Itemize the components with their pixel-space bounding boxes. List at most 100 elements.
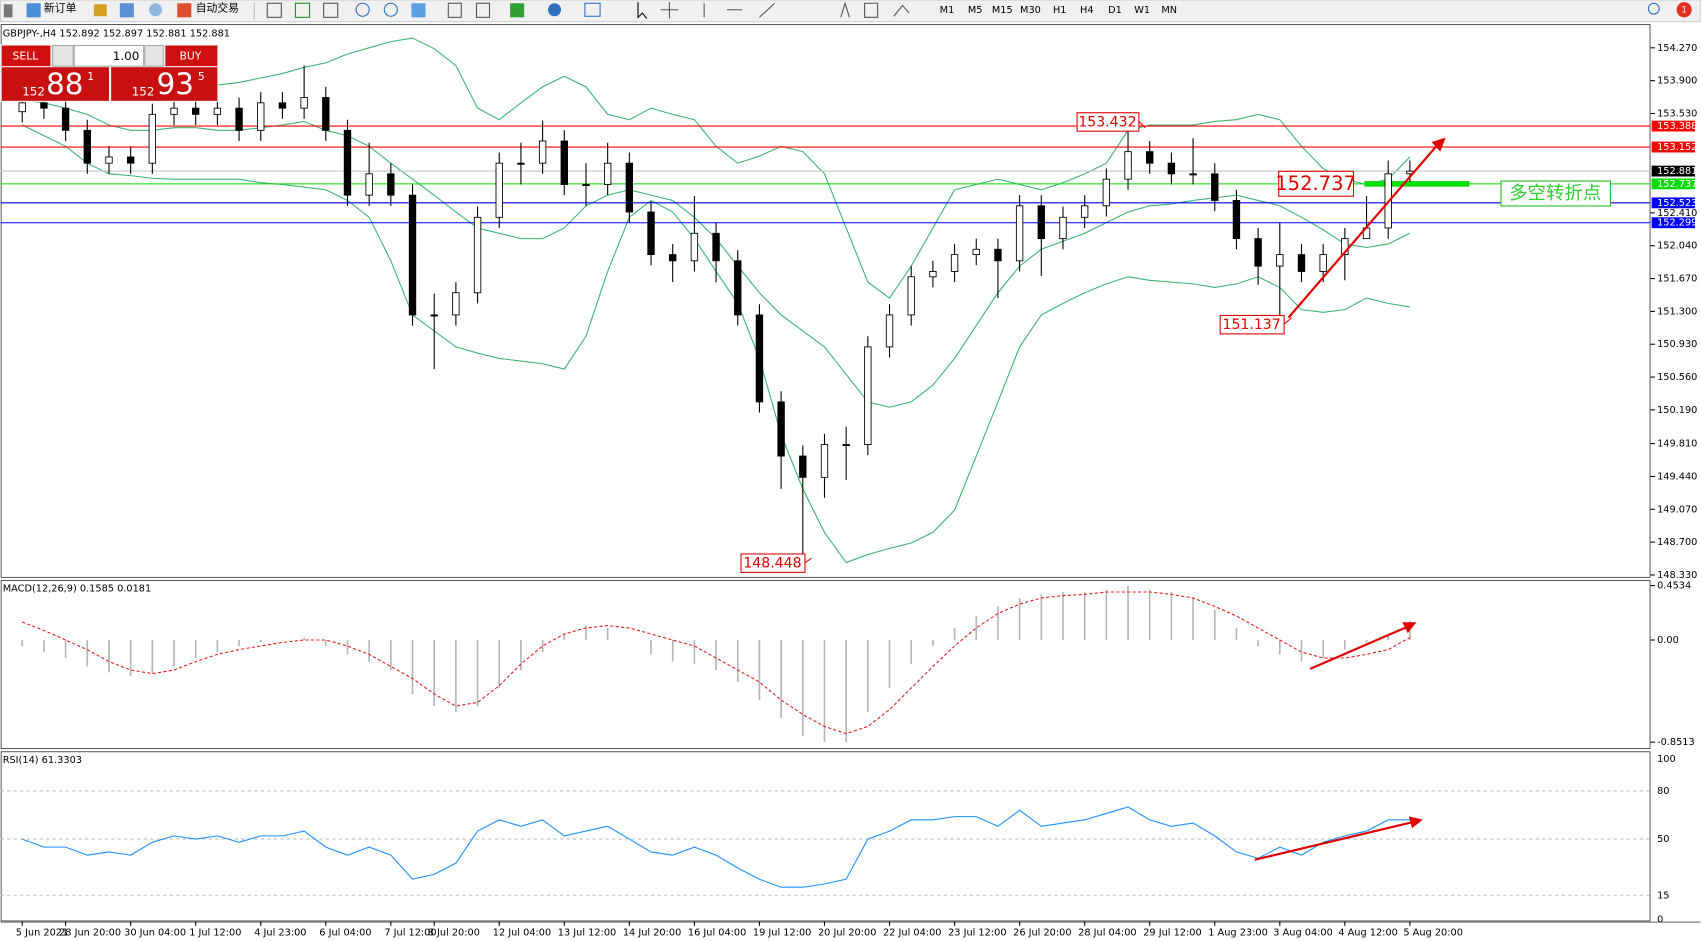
timeframe-button[interactable]: M5 [968, 5, 983, 16]
timeframe-button[interactable]: H4 [1080, 5, 1094, 16]
zoom-out[interactable] [383, 2, 398, 17]
y-tick-label: 149.070 [1657, 504, 1697, 515]
candle-body [235, 107, 243, 131]
indicators-icon[interactable] [510, 3, 525, 18]
lot-down[interactable] [52, 44, 74, 67]
candle-body [213, 107, 222, 115]
candle-body [669, 254, 677, 262]
timeframe-button[interactable]: M1 [940, 5, 955, 16]
timeframe-button[interactable]: M30 [1020, 5, 1041, 16]
candle-body [647, 211, 655, 256]
level-label: 152.737 [1657, 179, 1697, 190]
y-tick-label: 100 [1657, 754, 1676, 765]
arrow-head [1402, 622, 1417, 634]
new-order-button[interactable]: 新订单 [44, 1, 77, 15]
auto-trading-button[interactable]: 自动交易 [196, 1, 239, 15]
sell-button[interactable] [1, 45, 51, 67]
candle-body [452, 292, 460, 316]
candle-body [61, 107, 70, 131]
y-tick-label: 148.330 [1657, 570, 1697, 581]
sell-price-box[interactable] [1, 67, 109, 101]
alerts-icon[interactable] [1676, 2, 1692, 18]
cursor-tool[interactable] [637, 2, 648, 19]
x-tick-label: 22 Jul 04:00 [883, 927, 941, 938]
y-tick-label: 149.440 [1657, 471, 1697, 482]
lot-up[interactable] [144, 44, 164, 67]
x-tick-label: 3 Aug 04:00 [1273, 927, 1333, 938]
candle-body [820, 444, 829, 478]
y-tick-label: 50 [1657, 834, 1669, 845]
x-tick-label: 13 Jul 12:00 [558, 927, 616, 938]
timeframe-button[interactable]: MN [1161, 5, 1177, 16]
bollinger-band [22, 37, 1411, 299]
tile-icon[interactable] [411, 3, 426, 18]
arrow-tool[interactable] [893, 4, 910, 17]
candle-body [1341, 238, 1349, 256]
period-icon[interactable] [548, 3, 562, 17]
candle-body [603, 162, 612, 185]
level-label: 152.299 [1657, 218, 1697, 229]
shift-icon[interactable] [475, 2, 491, 18]
buy-button[interactable] [165, 45, 218, 67]
bar-chart-icon[interactable] [266, 2, 282, 18]
x-tick-label: 16 Jul 04:00 [688, 927, 746, 938]
zoom-in[interactable] [355, 2, 370, 17]
line-tools[interactable] [703, 2, 775, 18]
new-order-icon[interactable] [26, 3, 41, 18]
candle-body [1037, 205, 1045, 240]
symbol-info: GBPJPY-,H4 152.892 152.897 152.881 152.8… [3, 29, 230, 40]
y-tick-label: 153.900 [1657, 76, 1697, 87]
line-icon[interactable] [323, 2, 339, 18]
x-tick-label: 1 Aug 23:00 [1208, 927, 1268, 938]
y-tick-label: 151.670 [1657, 274, 1697, 285]
level-label-bg [1651, 165, 1696, 177]
candle-body [192, 107, 200, 115]
sell-price-fraction: 1 [87, 70, 94, 83]
template-icon[interactable] [584, 2, 601, 17]
candle-body [495, 162, 503, 218]
icon[interactable] [93, 4, 107, 17]
candle-body [387, 173, 395, 196]
candle-body [1297, 254, 1306, 272]
label-box [1219, 314, 1285, 335]
timeframe-button[interactable]: W1 [1134, 5, 1150, 16]
scroll-icon[interactable] [447, 2, 462, 18]
candle-body [408, 194, 417, 316]
timeframe-bar: M1 M5 M15 M30 H1 H4 D1 W1 MN [940, 5, 1177, 16]
candle-icon[interactable] [294, 2, 311, 18]
label-box [740, 553, 806, 573]
auto-trading-icon[interactable] [177, 3, 192, 18]
y-tick-label: 15 [1657, 890, 1669, 901]
y-tick-label: 149.810 [1657, 439, 1697, 450]
candle-body [864, 346, 872, 445]
low-label: 151.137 [1223, 317, 1281, 333]
timeframe-button[interactable]: H1 [1053, 5, 1067, 16]
sell-label: SELL [12, 49, 38, 62]
lot-field[interactable] [73, 44, 145, 67]
timeframe-button[interactable]: M15 [992, 5, 1013, 16]
candle-body [950, 254, 959, 272]
candle-body [734, 260, 742, 316]
text-tools[interactable] [840, 1, 879, 18]
search-icon[interactable] [1647, 2, 1660, 15]
y-tick-label: 152.040 [1657, 241, 1697, 252]
main-panel-frame [0, 24, 1651, 578]
y-tick-label: 152.410 [1657, 208, 1697, 219]
alert-count: 1 [1681, 5, 1687, 15]
level-label: 152.881 [1657, 166, 1697, 177]
macd-label: MACD(12,26,9) 0.1585 0.0181 [3, 584, 151, 595]
x-tick-label: 30 Jun 04:00 [124, 927, 186, 938]
icon[interactable] [119, 3, 134, 18]
x-tick-label: 23 Jul 12:00 [948, 927, 1006, 938]
y-tick-label: 153.530 [1657, 108, 1697, 119]
x-tick-label: 8 Jul 20:00 [428, 927, 480, 938]
icon[interactable] [149, 3, 163, 17]
candle-body [582, 184, 590, 186]
buy-price-box[interactable] [111, 67, 218, 101]
buy-label: BUY [179, 49, 201, 62]
low-label: 148.448 [743, 556, 801, 572]
crosshair-tool[interactable] [660, 2, 679, 19]
sell-price-pips: 88 [46, 67, 83, 101]
candle-body [712, 232, 720, 262]
timeframe-button[interactable]: D1 [1108, 5, 1122, 16]
